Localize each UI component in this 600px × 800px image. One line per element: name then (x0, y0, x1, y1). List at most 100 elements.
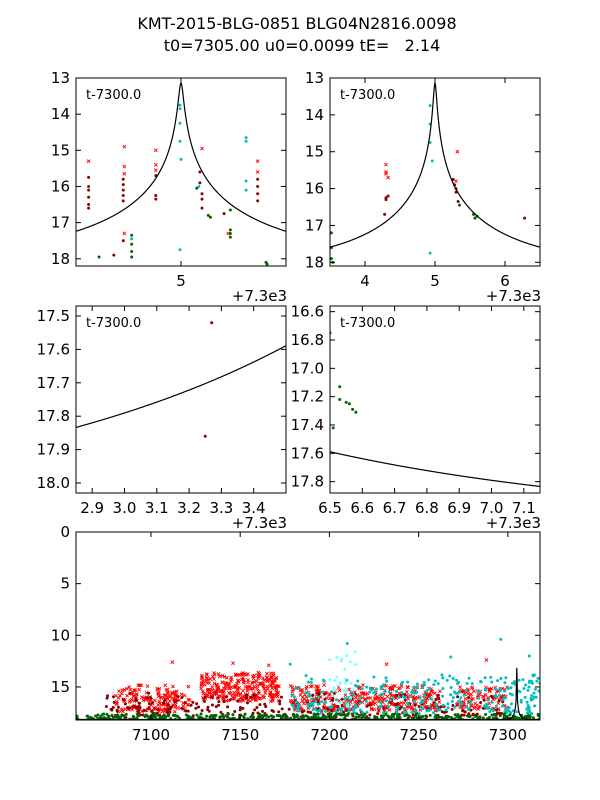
data-point-green (259, 714, 263, 718)
data-point-darkred (216, 696, 220, 700)
data-point-green (338, 385, 342, 389)
data-point-red (487, 686, 492, 691)
data-point-darkred (331, 698, 335, 702)
data-point-cyan (318, 707, 322, 711)
data-point-cyan (459, 696, 463, 700)
data-point-green (334, 712, 338, 716)
data-point-darkred (210, 695, 214, 699)
data-point-cyan (311, 708, 315, 712)
data-point-cyan (498, 693, 502, 697)
data-point-cyan (479, 679, 483, 683)
data-point-red (474, 703, 479, 708)
data-point-green (86, 714, 90, 718)
data-point-cyan (428, 251, 432, 255)
data-point-darkred (121, 239, 125, 243)
data-point-red (166, 694, 170, 699)
data-point-cyan (504, 706, 508, 710)
data-point-red (134, 692, 139, 696)
data-point-darkred (451, 177, 455, 181)
data-point-darkred (411, 713, 415, 717)
data-point-green (156, 713, 160, 717)
data-point-cyan (483, 676, 487, 680)
data-point-cyan (469, 700, 473, 704)
data-point-cyan (419, 701, 423, 705)
data-point-darkred (198, 181, 202, 185)
data-point-green (458, 203, 461, 207)
data-point-green (146, 715, 150, 719)
data-point-green (76, 714, 79, 718)
data-point-red (388, 687, 393, 692)
data-point-red (276, 690, 280, 695)
data-point-darkred (287, 707, 291, 711)
data-point-lightcyan (343, 667, 347, 671)
data-point-cyan (330, 690, 334, 694)
data-point-darkred (203, 434, 207, 438)
data-point-darkred (256, 177, 260, 181)
data-point-darkred (413, 703, 417, 707)
data-point-cyan (351, 692, 355, 696)
data-point-red (337, 688, 342, 693)
x-offset-label: +7.3e3 (232, 514, 287, 532)
data-point-cyan (178, 248, 182, 252)
data-point-darkred (376, 712, 380, 716)
data-point-red (269, 674, 274, 679)
data-point-red (261, 684, 266, 689)
data-point-cyan (309, 677, 313, 681)
data-point-red (429, 692, 433, 697)
data-point-red (438, 689, 442, 694)
data-point-red (470, 685, 475, 690)
data-point-cyan (347, 708, 351, 712)
data-point-red-x (454, 179, 458, 184)
data-point-red (222, 674, 227, 679)
x-tick-label: 6 (500, 272, 510, 290)
data-point-red (223, 680, 228, 685)
panel-annotation: t-7300.0 (340, 316, 395, 331)
data-point-red (236, 678, 241, 683)
data-point-red (265, 684, 270, 689)
data-point-green (314, 715, 318, 719)
data-point-cyan (391, 696, 395, 700)
data-point-cyan (343, 702, 347, 706)
data-point-red-x (255, 170, 260, 174)
data-point-red (227, 685, 231, 689)
title-line-2: t0=7305.00 u0=0.0099 tE= 2.14 (164, 36, 441, 55)
data-point-darkred (134, 698, 138, 702)
data-point-red (214, 691, 219, 696)
data-point-cyan (503, 681, 507, 685)
data-point-darkred (393, 703, 397, 707)
data-point-lightcyan (333, 688, 337, 692)
data-point-green (275, 714, 279, 718)
data-point-outlier (384, 662, 389, 667)
data-point-darkred (137, 701, 141, 705)
data-point-cyan (316, 702, 320, 706)
y-tick-label: 0 (60, 523, 70, 541)
axes-frame (329, 77, 541, 267)
data-point-darkred (128, 691, 132, 695)
data-point-red (316, 688, 320, 693)
data-point-green (344, 400, 348, 404)
data-point-cyan (372, 675, 376, 679)
data-point-cyan (415, 690, 419, 694)
data-point-red (122, 688, 127, 692)
data-point-green (415, 716, 419, 720)
data-point-green (144, 713, 148, 717)
data-point-green (190, 716, 194, 720)
data-point-green (347, 402, 351, 406)
data-point-cyan (532, 691, 536, 695)
data-point-darkred (194, 706, 198, 710)
data-point-green (124, 712, 128, 716)
data-point-cyan (320, 700, 324, 704)
data-point-red (267, 693, 272, 697)
data-point-lightcyan (343, 681, 347, 685)
data-point-darkred (155, 711, 159, 715)
data-point-lightcyan (337, 683, 341, 687)
data-point-green (222, 716, 226, 720)
data-point-red (478, 704, 482, 709)
data-point-cyan (307, 680, 311, 684)
y-tick-label: 17.8 (291, 473, 324, 491)
data-point-green (228, 208, 232, 212)
data-point-red (216, 672, 221, 676)
data-point-darkred (258, 703, 262, 707)
data-point-cyan (504, 676, 508, 680)
data-point-red (369, 706, 374, 711)
